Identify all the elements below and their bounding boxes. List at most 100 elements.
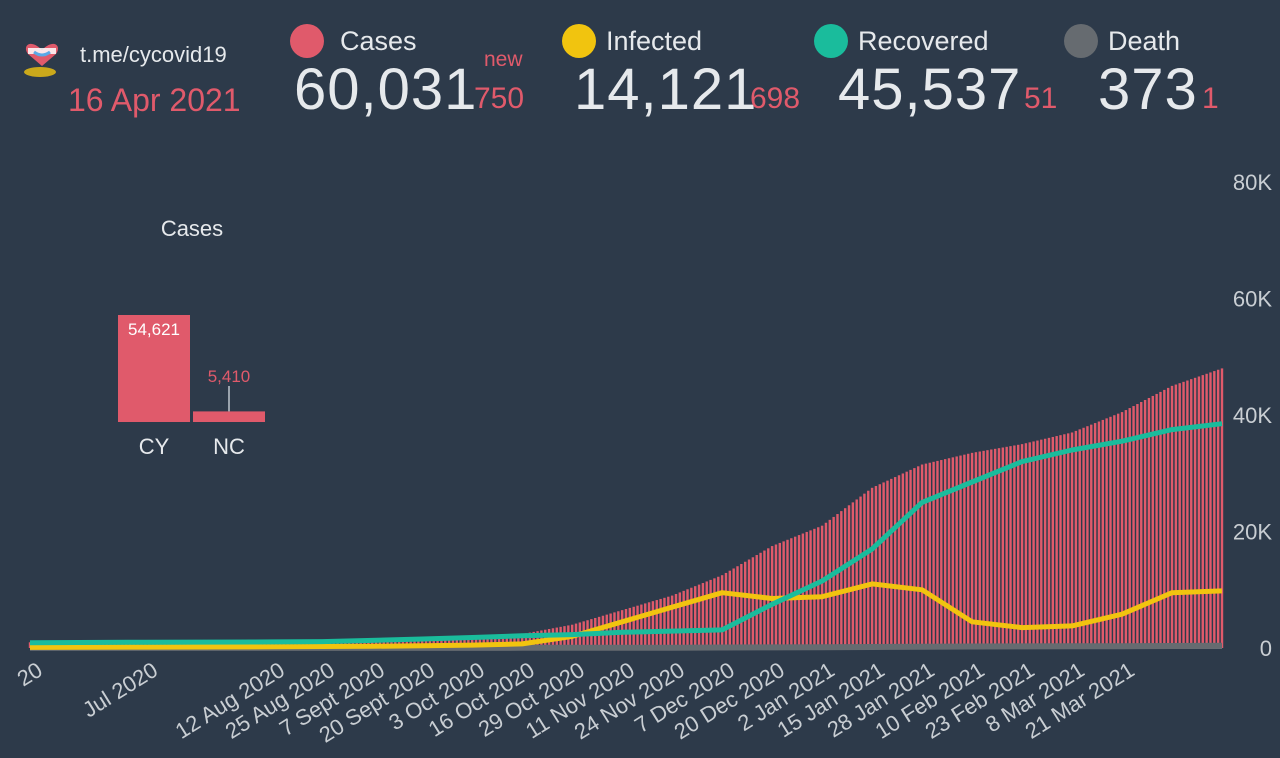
cases-new: 750 — [474, 82, 525, 115]
cases-bar — [497, 635, 501, 648]
cases-bar — [705, 581, 708, 648]
cases-bar — [428, 637, 432, 648]
cases-bar — [690, 587, 693, 648]
y-tick-label: 60K — [1233, 287, 1272, 312]
cases-bar — [1032, 441, 1035, 648]
cases-bar — [847, 505, 851, 648]
cases-bar — [651, 601, 655, 648]
cases-bar — [1047, 437, 1051, 648]
cases-bar — [747, 559, 751, 648]
cases-bar — [897, 475, 901, 648]
cases-bar — [1024, 443, 1028, 648]
cases-bar — [1174, 384, 1178, 648]
cases-bar — [394, 638, 397, 648]
cases-bar — [1182, 381, 1185, 648]
recovered-label: Recovered — [858, 26, 989, 56]
inset-bar-cy — [118, 315, 190, 422]
cases-bar — [374, 638, 378, 648]
cases-bar — [486, 635, 489, 648]
cases-bar — [1005, 446, 1008, 648]
cases-bar — [832, 516, 835, 648]
cases-bar — [1190, 379, 1193, 648]
cases-bar — [809, 530, 812, 648]
inset-chart-title: Cases — [161, 216, 223, 241]
inset-value-label: 5,410 — [208, 367, 251, 386]
cases-bar — [409, 637, 412, 648]
cases-bar — [863, 493, 866, 648]
cases-bar — [678, 592, 682, 648]
infected-new: 698 — [750, 82, 801, 115]
cases-bar — [917, 466, 920, 648]
inset-bar-nc — [193, 411, 265, 422]
cases-bar — [355, 638, 359, 648]
cases-bar — [509, 634, 512, 648]
cases-bar — [1120, 412, 1124, 648]
cases-bar — [674, 594, 678, 648]
y-tick-label: 20K — [1233, 520, 1272, 545]
cases-bar — [1209, 372, 1212, 648]
cases-bar — [859, 496, 862, 648]
cases-bar — [451, 636, 455, 648]
cases-bar — [647, 602, 651, 648]
cases-bar — [682, 590, 685, 648]
cases-bar — [1163, 389, 1166, 648]
cases-bar — [974, 452, 978, 648]
cases-bar — [1090, 424, 1093, 648]
cases-bar — [382, 638, 385, 648]
heart-logo-icon — [24, 43, 59, 77]
report-date: 16 Apr 2021 — [68, 82, 241, 118]
cases-bar — [882, 482, 885, 648]
cases-bar — [724, 572, 728, 648]
cases-bar — [732, 568, 735, 648]
cases-bar — [1116, 413, 1120, 648]
cases-bar — [709, 579, 712, 648]
cases-bar — [740, 563, 743, 648]
inset-category-label: NC — [213, 434, 245, 459]
cases-bar — [940, 460, 943, 648]
cases-bar — [624, 609, 628, 648]
cases-bar — [1020, 444, 1024, 648]
cases-bar — [1086, 426, 1089, 648]
cases-bar — [1113, 415, 1116, 648]
cases-bar — [1197, 376, 1201, 648]
y-tick-label: 0 — [1260, 636, 1272, 661]
cases-bar — [1101, 419, 1104, 648]
cases-bar — [344, 639, 347, 648]
recovered-legend-dot — [814, 24, 848, 58]
cases-bar — [1220, 368, 1224, 648]
cases-bar — [667, 596, 670, 648]
infected-value: 14,121 — [574, 57, 758, 122]
cases-bar — [713, 578, 716, 648]
cases-bar — [1093, 423, 1097, 648]
cases-bar — [828, 519, 831, 648]
infected-line — [29, 581, 1223, 650]
telegram-link[interactable]: t.me/cycovid19 — [80, 42, 227, 67]
cases-bar — [1193, 377, 1197, 648]
cases-bar — [1201, 375, 1204, 648]
cases-bar — [351, 639, 355, 648]
recovered-value: 45,537 — [838, 57, 1022, 122]
cases-value: 60,031 — [294, 57, 478, 122]
cases-bar — [390, 638, 393, 648]
cases-bar — [1109, 416, 1112, 648]
cases-bar — [494, 635, 497, 648]
cases-bar — [444, 636, 447, 648]
cases-bar — [1028, 442, 1031, 648]
cases-bar — [867, 490, 870, 648]
cases-bar — [924, 463, 928, 648]
cases-bar — [901, 473, 905, 648]
cases-bar — [459, 636, 462, 648]
cases-bar — [928, 462, 931, 648]
cases-bar — [1009, 446, 1012, 648]
cases-bar — [890, 478, 893, 648]
cases-bar — [363, 638, 366, 648]
cases-bar — [694, 586, 697, 648]
cases-bar — [817, 527, 820, 648]
death-new: 1 — [1202, 82, 1219, 115]
cases-bar — [1013, 445, 1016, 648]
cases-bar — [978, 451, 981, 648]
cases-bar — [378, 638, 382, 648]
new-tag: new — [484, 48, 523, 71]
cases-bar — [644, 603, 647, 648]
